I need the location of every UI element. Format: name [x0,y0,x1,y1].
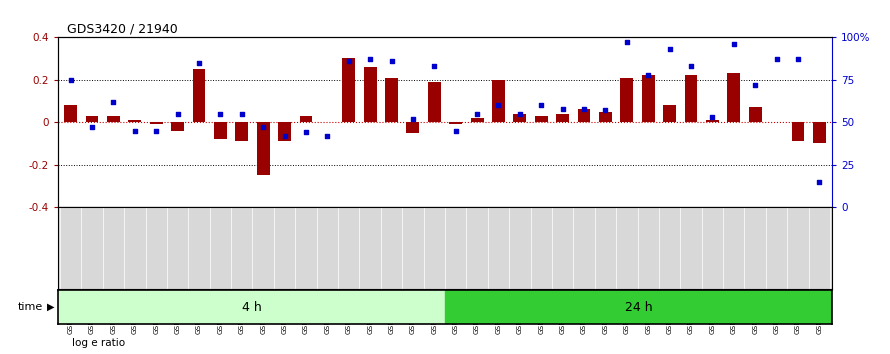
Point [128,128,142,133]
Point [748,82,762,87]
Point [470,111,484,116]
Point [406,116,420,121]
Bar [620,78,633,122]
Point [256,124,271,130]
Bar [791,122,805,141]
Bar [85,116,99,122]
Point [641,72,655,78]
Point [513,111,527,116]
Bar [279,122,291,141]
Point [449,128,463,133]
Bar [385,78,398,122]
Bar [235,122,248,141]
Point [299,130,313,135]
Text: time: time [18,302,43,312]
Text: log e ratio: log e ratio [72,338,125,348]
Bar [428,82,441,122]
Text: 4 h: 4 h [241,301,262,314]
Point [235,111,249,116]
Bar [578,109,590,122]
Point [171,111,185,116]
Point [813,179,827,184]
Point [363,56,377,62]
Point [214,111,228,116]
Point [85,124,99,130]
Point [278,133,292,138]
Bar [300,116,312,122]
Bar [214,122,227,139]
Text: ▶: ▶ [47,302,54,312]
Bar [449,122,462,124]
Bar [642,75,655,122]
Bar [492,80,505,122]
Bar [706,120,719,122]
Bar [257,122,270,175]
Point [598,107,612,113]
Point [555,106,570,112]
Point [427,63,441,69]
Bar [514,114,526,122]
Text: GDS3420 / 21940: GDS3420 / 21940 [67,22,177,35]
Bar [128,120,142,122]
Point [662,46,676,52]
Point [705,114,719,120]
Bar [663,105,676,122]
Bar [556,114,569,122]
Point [106,99,120,104]
Point [63,77,77,82]
Point [384,58,399,64]
Point [791,56,805,62]
Bar [343,58,355,122]
Bar [599,112,611,122]
Point [534,102,548,108]
Bar [192,69,206,122]
Point [577,106,591,112]
Point [150,128,164,133]
Point [619,39,634,45]
Bar [171,122,184,131]
Bar [684,75,698,122]
Point [320,133,335,138]
Point [491,102,506,108]
Bar [748,107,762,122]
Point [342,58,356,64]
Bar [535,116,547,122]
Bar [58,290,445,324]
Bar [64,105,77,122]
Bar [407,122,419,133]
Point [192,60,206,65]
Bar [150,122,163,124]
Bar [813,122,826,143]
Bar [471,118,483,122]
Point [770,56,784,62]
Point [684,63,698,69]
Text: 24 h: 24 h [625,301,652,314]
Bar [445,290,832,324]
Bar [727,73,740,122]
Bar [107,116,120,122]
Bar [364,67,376,122]
Point [726,41,740,47]
